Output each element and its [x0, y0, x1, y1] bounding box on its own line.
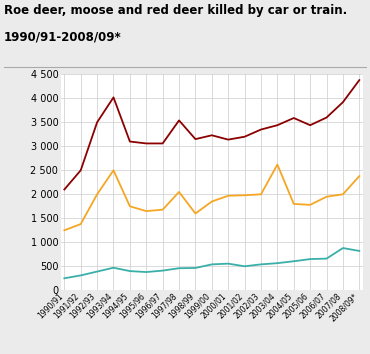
Text: 1990/91-2008/09*: 1990/91-2008/09* [4, 30, 121, 43]
Text: Roe deer, moose and red deer killed by car or train.: Roe deer, moose and red deer killed by c… [4, 4, 347, 17]
